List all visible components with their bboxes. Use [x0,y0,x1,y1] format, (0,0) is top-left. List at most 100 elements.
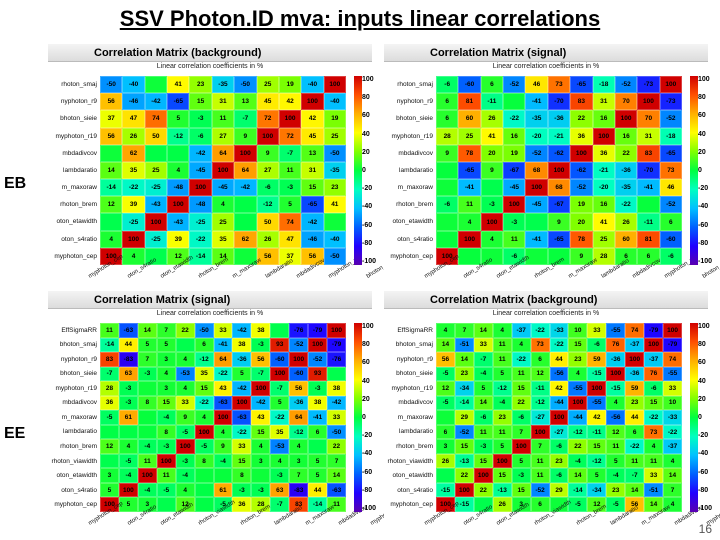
heatmap-cell: 23 [568,352,587,367]
heatmap-cell: -79 [327,338,346,353]
heatmap-cell [195,497,214,512]
heatmap-cell: -36 [606,352,625,367]
heatmap-cell: -14 [455,396,474,411]
heatmap-cell: 72 [257,110,279,127]
heatmap-cell: -5 [176,425,195,440]
heatmap-cell: 14 [474,396,493,411]
heatmap-cell: -4 [138,483,157,498]
heatmap-cell: 41 [324,196,346,213]
heatmap-cell: 42 [301,110,323,127]
heatmap-cell: 15 [493,468,512,483]
heatmap-cell: -42 [327,396,346,411]
heatmap-cell: -52 [570,179,592,196]
heatmap-cell: -41 [458,179,480,196]
heatmap-cell: -42 [189,145,211,162]
heatmap-cell: -4 [176,468,195,483]
heatmap-cell: 38 [251,323,270,338]
heatmap-cell: 100 [663,323,682,338]
heatmap-cell: 73 [660,162,682,179]
heatmap-cell: -65 [548,231,570,248]
heatmap-cell: 14 [327,468,346,483]
x-axis-labels: myphoton_cepoton_s4ratiooton_etawidthrho… [436,513,682,534]
heatmap-cell: 8 [232,468,251,483]
heatmap-cell: -83 [289,483,308,498]
heatmap-cell: 100 [548,162,570,179]
heatmap-cell: 9 [234,128,256,145]
heatmap-cell: -50 [324,248,346,265]
heatmap-cell: 56 [289,381,308,396]
heatmap-cell: -22 [663,425,682,440]
heatmap-cell: 42 [279,93,301,110]
heatmap-cell: -36 [615,162,637,179]
heatmap-cell: 6 [531,352,550,367]
heatmap-cell: 3 [436,439,455,454]
heatmap-cell: 23 [550,454,569,469]
heatmap-cell: -6 [660,248,682,265]
heatmap-cell [176,338,195,353]
heatmap-cell: -3 [232,483,251,498]
colorbar-ticks: -100-80-60-40-20020406080100 [698,76,708,265]
heatmap-cell: -53 [176,367,195,382]
heatmap-cell: 100 [195,425,214,440]
panel-title: Correlation Matrix (signal) [384,44,708,62]
heatmap-cell: -12 [289,425,308,440]
heatmap-cell: -7 [100,367,119,382]
heatmap-cell: -12 [257,196,279,213]
heatmap-cell: -14 [100,179,122,196]
heatmap-cell: -52 [455,425,474,440]
row-label-eb: EB [4,175,26,193]
heatmap-cell: -73 [637,76,659,93]
heatmap-cell: 68 [525,162,547,179]
heatmap-cell: 15 [455,439,474,454]
heatmap-cell [637,196,659,213]
heatmap-cell: -25 [145,231,167,248]
heatmap-cell: 16 [503,128,525,145]
heatmap-cell: 28 [100,381,119,396]
heatmap-cell: -46 [122,93,144,110]
heatmap-cell [324,213,346,230]
heatmap-cell: 4 [167,162,189,179]
heatmap-cell: -20 [525,128,547,145]
heatmap-cell: -67 [503,162,525,179]
heatmap-cell: 4 [663,454,682,469]
heatmap-cell: 100 [167,196,189,213]
heatmap-cell: 5 [606,454,625,469]
heatmap-cell [157,497,176,512]
heatmap-cell: 8 [195,454,214,469]
heatmap-cell: 7 [663,483,682,498]
heatmap-cell: 11 [493,425,512,440]
heatmap-cell: 73 [531,338,550,353]
heatmap-cell: 100 [138,468,157,483]
panel-subtitle: Linear correlation coefficients in % [384,62,708,71]
heatmap-cell: -5 [157,483,176,498]
heatmap-cell: -6 [512,410,531,425]
heatmap-cell: 15 [474,454,493,469]
colorbar [690,323,698,512]
heatmap-cell: -12 [493,381,512,396]
heatmap-cell: -3 [251,338,270,353]
heatmap-cell: 45 [301,128,323,145]
heatmap-cell: 56 [100,128,122,145]
heatmap-cell: -7 [270,497,289,512]
heatmap-cell: 44 [550,352,569,367]
heatmap-cell: 5 [587,468,606,483]
heatmap-cell: -48 [189,196,211,213]
heatmap-cell: 13 [234,93,256,110]
heatmap-cell: 26 [436,454,455,469]
heatmap-body: 47144-37-22-331033-5574-7910014-51331147… [436,323,682,512]
heatmap-cell: 100 [481,213,503,230]
heatmap-cell: 11 [625,454,644,469]
colorbar-ticks: -100-80-60-40-20020406080100 [362,323,372,512]
heatmap-cell: -22 [189,231,211,248]
heatmap-cell: 42 [587,410,606,425]
heatmap-cell: 11 [100,323,119,338]
heatmap-cell: 15 [512,483,531,498]
heatmap-cell: -7 [625,468,644,483]
heatmap-cell: 73 [644,425,663,440]
heatmap-cell: 41 [167,76,189,93]
heatmap-cell: -6 [474,410,493,425]
heatmap-cell: 6 [436,110,458,127]
heatmap-cell: 47 [279,231,301,248]
heatmap-cell: 100 [176,439,195,454]
heatmap-cell: 19 [570,196,592,213]
